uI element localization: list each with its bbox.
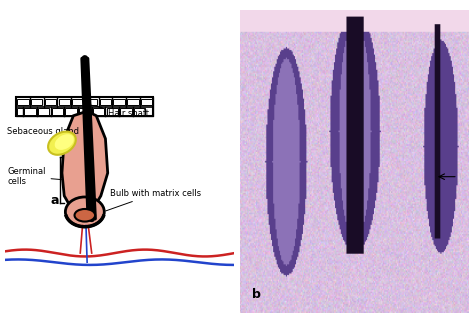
Text: b: b <box>252 288 261 301</box>
FancyBboxPatch shape <box>120 108 132 115</box>
FancyBboxPatch shape <box>58 99 70 105</box>
FancyBboxPatch shape <box>31 99 43 105</box>
Polygon shape <box>62 111 108 219</box>
FancyBboxPatch shape <box>45 99 56 105</box>
FancyBboxPatch shape <box>24 108 36 115</box>
FancyBboxPatch shape <box>72 99 84 105</box>
FancyBboxPatch shape <box>38 108 49 115</box>
Ellipse shape <box>55 134 74 150</box>
FancyBboxPatch shape <box>113 99 125 105</box>
FancyBboxPatch shape <box>100 99 111 105</box>
Text: a: a <box>51 194 59 207</box>
Text: Hair shaft: Hair shaft <box>90 105 149 118</box>
FancyBboxPatch shape <box>79 108 91 115</box>
Ellipse shape <box>74 209 95 222</box>
FancyBboxPatch shape <box>134 108 146 115</box>
FancyBboxPatch shape <box>127 99 138 105</box>
FancyBboxPatch shape <box>93 108 104 115</box>
FancyBboxPatch shape <box>18 99 29 105</box>
Text: Germinal
cells: Germinal cells <box>7 167 62 186</box>
Ellipse shape <box>65 197 104 227</box>
FancyBboxPatch shape <box>65 108 77 115</box>
FancyBboxPatch shape <box>52 108 63 115</box>
FancyBboxPatch shape <box>86 99 98 105</box>
Text: Sebaceous gland: Sebaceous gland <box>7 127 79 142</box>
FancyBboxPatch shape <box>107 108 118 115</box>
FancyBboxPatch shape <box>17 108 28 115</box>
FancyBboxPatch shape <box>16 98 154 116</box>
FancyBboxPatch shape <box>141 99 152 105</box>
Ellipse shape <box>48 131 76 155</box>
Text: Bulb with matrix cells: Bulb with matrix cells <box>106 189 201 211</box>
